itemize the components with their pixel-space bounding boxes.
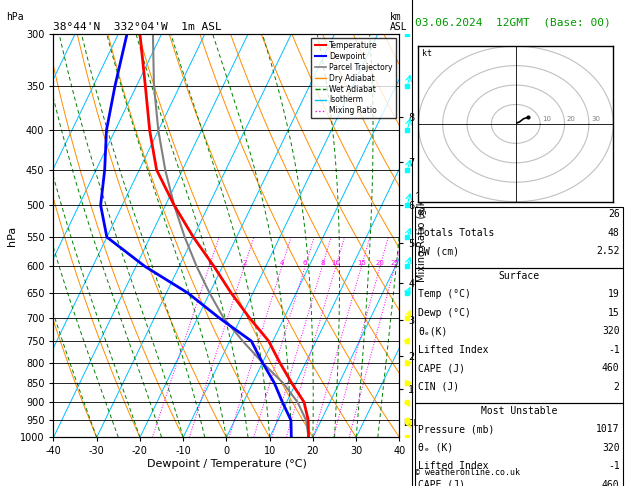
Text: 26: 26 — [608, 209, 620, 220]
Text: LCL: LCL — [403, 419, 418, 428]
Text: CIN (J): CIN (J) — [418, 382, 459, 392]
Text: -1: -1 — [608, 461, 620, 471]
Text: 320: 320 — [602, 443, 620, 453]
Text: 460: 460 — [602, 480, 620, 486]
Text: 6: 6 — [303, 260, 308, 266]
Legend: Temperature, Dewpoint, Parcel Trajectory, Dry Adiabat, Wet Adiabat, Isotherm, Mi: Temperature, Dewpoint, Parcel Trajectory… — [311, 38, 396, 119]
Text: K: K — [418, 209, 424, 220]
Text: -1: -1 — [608, 345, 620, 355]
Text: 03.06.2024  12GMT  (Base: 00): 03.06.2024 12GMT (Base: 00) — [415, 17, 611, 27]
Text: 38°44'N  332°04'W  1m ASL: 38°44'N 332°04'W 1m ASL — [53, 22, 222, 32]
Text: 19: 19 — [608, 289, 620, 299]
Text: 10: 10 — [543, 116, 552, 122]
Text: θₑ(K): θₑ(K) — [418, 326, 448, 336]
Text: Most Unstable: Most Unstable — [481, 406, 557, 416]
Text: ASL: ASL — [390, 22, 408, 32]
Text: 30: 30 — [591, 116, 600, 122]
X-axis label: Dewpoint / Temperature (°C): Dewpoint / Temperature (°C) — [147, 459, 306, 469]
Text: 10: 10 — [331, 260, 340, 266]
Text: 15: 15 — [357, 260, 366, 266]
Text: CAPE (J): CAPE (J) — [418, 363, 465, 373]
Text: Pressure (mb): Pressure (mb) — [418, 424, 494, 434]
Text: Lifted Index: Lifted Index — [418, 461, 489, 471]
Text: 320: 320 — [602, 326, 620, 336]
Text: 20: 20 — [376, 260, 384, 266]
Text: 15: 15 — [608, 308, 620, 318]
Text: 2: 2 — [614, 382, 620, 392]
Text: km: km — [390, 12, 402, 22]
Text: Lifted Index: Lifted Index — [418, 345, 489, 355]
Text: PW (cm): PW (cm) — [418, 246, 459, 257]
Text: Dewp (°C): Dewp (°C) — [418, 308, 471, 318]
Text: hPa: hPa — [6, 12, 24, 22]
Text: CAPE (J): CAPE (J) — [418, 480, 465, 486]
Text: Temp (°C): Temp (°C) — [418, 289, 471, 299]
Text: © weatheronline.co.uk: © weatheronline.co.uk — [415, 468, 520, 477]
Text: 25: 25 — [391, 260, 399, 266]
Text: kt: kt — [422, 49, 432, 58]
Text: 20: 20 — [567, 116, 576, 122]
Text: 8: 8 — [320, 260, 325, 266]
Text: 1: 1 — [207, 260, 211, 266]
Text: 48: 48 — [608, 228, 620, 238]
Text: 460: 460 — [602, 363, 620, 373]
Text: Surface: Surface — [498, 271, 540, 281]
Y-axis label: Mixing Ratio (g/kg): Mixing Ratio (g/kg) — [418, 190, 428, 282]
Text: 1017: 1017 — [596, 424, 620, 434]
Y-axis label: hPa: hPa — [7, 226, 17, 246]
Text: 4: 4 — [280, 260, 284, 266]
Text: θₑ (K): θₑ (K) — [418, 443, 454, 453]
Text: 2.52: 2.52 — [596, 246, 620, 257]
Text: Totals Totals: Totals Totals — [418, 228, 494, 238]
Text: 2: 2 — [242, 260, 247, 266]
